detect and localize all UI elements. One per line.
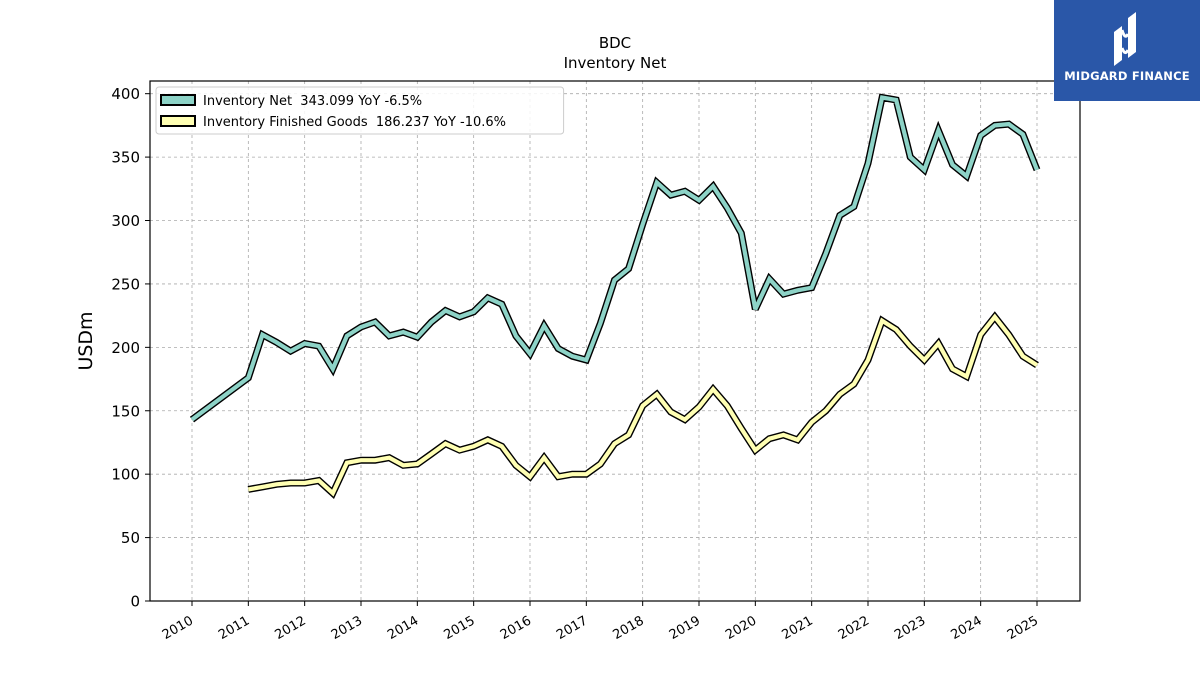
y-tick-label: 200 bbox=[111, 339, 140, 357]
x-tick-label: 2010 bbox=[160, 613, 196, 643]
y-tick-label: 400 bbox=[111, 85, 140, 103]
y-tick-label: 50 bbox=[121, 529, 140, 547]
x-tick-label: 2024 bbox=[949, 613, 985, 643]
legend-label-2: Inventory Finished Goods 186.237 YoY -10… bbox=[203, 115, 506, 130]
x-tick-label: 2021 bbox=[780, 613, 816, 643]
x-tick-label: 2011 bbox=[216, 613, 252, 643]
x-tick-label: 2022 bbox=[836, 613, 872, 643]
plot-frame bbox=[149, 80, 1081, 602]
chart-subtitle: Inventory Net bbox=[564, 54, 667, 72]
series-layer bbox=[189, 93, 1041, 499]
x-tick-label: 2014 bbox=[385, 613, 421, 643]
y-tick-label: 300 bbox=[111, 212, 140, 230]
legend-swatch-2 bbox=[160, 115, 196, 127]
y-tick-label: 350 bbox=[111, 149, 140, 167]
brand-name: MIDGARD FINANCE bbox=[1064, 69, 1190, 83]
x-tick-label: 2016 bbox=[498, 613, 534, 643]
y-tick-label: 150 bbox=[111, 402, 140, 420]
grid bbox=[150, 81, 1080, 602]
x-tick-label: 2017 bbox=[554, 613, 590, 643]
y-axis: 0 50 100 150 200 250 300 350 400 bbox=[111, 85, 150, 611]
y-tick-label: 0 bbox=[130, 593, 140, 611]
x-tick-label: 2025 bbox=[1005, 613, 1041, 643]
x-tick-label: 2020 bbox=[723, 613, 759, 643]
x-tick-label: 2015 bbox=[442, 613, 478, 643]
y-tick-label: 250 bbox=[111, 275, 140, 293]
legend-label-1: Inventory Net 343.099 YoY -6.5% bbox=[203, 94, 422, 109]
legend-box bbox=[155, 86, 565, 135]
y-axis-label: USDm bbox=[75, 311, 97, 370]
x-tick-label: 2018 bbox=[611, 613, 647, 643]
legend-swatch-1 bbox=[160, 94, 196, 106]
legend: Inventory Net 343.099 YoY -6.5% Inventory… bbox=[155, 86, 565, 135]
brand-logo: MIDGARD FINANCE bbox=[1054, 0, 1200, 101]
series-line-outline-1 bbox=[189, 93, 1041, 423]
x-tick-label: 2013 bbox=[329, 613, 365, 643]
series-line-2 bbox=[247, 313, 1039, 497]
y-tick-label: 100 bbox=[111, 466, 140, 484]
brand-logo-icon bbox=[1114, 12, 1136, 66]
series-line-1 bbox=[190, 95, 1039, 422]
x-tick-label: 2023 bbox=[892, 613, 928, 643]
chart-title: BDC bbox=[599, 34, 631, 52]
x-tick-label: 2019 bbox=[667, 613, 703, 643]
x-tick-label: 2012 bbox=[273, 613, 309, 643]
x-axis: 2010 2011 2012 2013 2014 2015 2016 2017 2018 2019… bbox=[160, 601, 1041, 643]
